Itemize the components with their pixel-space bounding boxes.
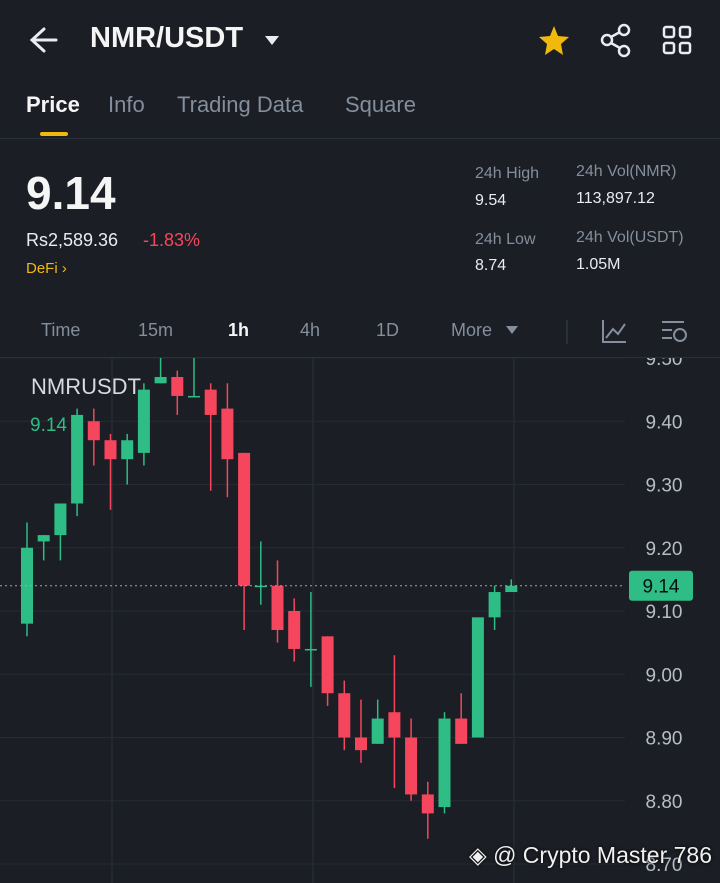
candle-body: [71, 414, 84, 504]
y-tick-label: 9.20: [646, 539, 683, 560]
candle-body: [321, 636, 334, 694]
y-tick-label: 9.50: [646, 358, 683, 370]
top-icons: [29, 23, 692, 58]
candle-body: [355, 737, 367, 751]
candle-body: [455, 718, 468, 744]
interval[interactable]: More: [451, 320, 493, 340]
share-icon[interactable]: [600, 23, 631, 58]
tab[interactable]: Square: [345, 92, 416, 117]
candle-body: [121, 440, 134, 460]
indicator-icon[interactable]: [602, 320, 626, 343]
last-price: 9.14: [26, 167, 116, 219]
stat-label: 24h Low: [475, 231, 536, 248]
current-price-tag: [629, 570, 693, 601]
candle-body: [388, 712, 401, 738]
price-change: -1.83%: [143, 230, 201, 250]
candle-body: [137, 389, 150, 453]
candle-body: [254, 585, 267, 588]
current-price-label: 9.14: [643, 577, 680, 598]
candle-body: [271, 585, 284, 630]
settings-icon[interactable]: [662, 321, 687, 342]
back-icon[interactable]: [29, 27, 58, 53]
candle-body: [238, 452, 251, 586]
candle-body: [104, 440, 117, 460]
y-tick-label: 9.00: [646, 665, 683, 686]
tag-text[interactable]: DeFi: [26, 260, 58, 277]
star-icon[interactable]: [539, 26, 569, 55]
interval[interactable]: 15m: [138, 320, 174, 340]
candlestick-chart: 8.70 8.80 8.90 9.00 9.10 9.20 9.30 9.40 9.50 9.1…: [0, 358, 693, 883]
interval[interactable]: 4h: [300, 320, 321, 340]
tab[interactable]: Price: [26, 92, 80, 117]
time-grid: [111, 358, 515, 883]
y-tick-label: 9.10: [646, 602, 683, 623]
y-tick-label: 8.70: [646, 855, 683, 876]
candle-body: [421, 794, 434, 814]
tab[interactable]: Info: [108, 92, 145, 117]
y-tick-label: 8.90: [646, 729, 683, 750]
candle-body: [37, 535, 50, 542]
candle-body: [304, 648, 317, 651]
candle-body: [371, 718, 384, 744]
chart-tools: [506, 320, 687, 344]
candle-body: [204, 389, 217, 415]
candle-body: [54, 503, 67, 536]
watermark: ◈ @ Crypto Master 786: [468, 842, 712, 868]
candle-body: [488, 592, 501, 618]
stat-label: 24h Vol(USDT): [576, 229, 684, 246]
candle-body: [188, 395, 200, 398]
candle-body: [338, 693, 351, 738]
more-arrow[interactable]: [506, 326, 518, 334]
interval[interactable]: 1D: [376, 320, 400, 340]
candle-body: [471, 617, 484, 738]
interval[interactable]: Time: [41, 320, 81, 340]
stat-value: 9.54: [475, 192, 507, 209]
y-tick-label: 8.80: [646, 792, 683, 813]
legend-price: 9.14: [30, 415, 67, 436]
candle-body: [171, 376, 184, 396]
dropdown-icon[interactable]: [265, 36, 279, 45]
candle-body: [221, 408, 234, 460]
separator: [0, 138, 720, 139]
candle-body: [288, 611, 301, 649]
candle-body: [405, 737, 418, 795]
stat-value: 8.74: [475, 257, 507, 274]
watermark-text: @ Crypto Master 786: [493, 842, 712, 868]
category-tag[interactable]: DeFi ›: [26, 260, 67, 277]
tab-underline: [40, 132, 68, 136]
grid-icon[interactable]: [662, 25, 692, 55]
stat-value: 113,897.12: [576, 190, 655, 207]
candle-body: [438, 718, 451, 808]
y-tick-label: 9.30: [646, 476, 683, 497]
interval[interactable]: 1h: [228, 320, 250, 340]
fiat-price: Rs2,589.36: [26, 230, 119, 250]
candle-body: [87, 421, 100, 441]
y-tick-label: 9.40: [646, 412, 683, 433]
stat-label: 24h Vol(NMR): [576, 163, 677, 180]
chart-symbol: NMRUSDT: [31, 374, 141, 399]
stat-value: 1.05M: [576, 256, 621, 273]
candle-body: [154, 376, 167, 384]
stat-label: 24h High: [475, 165, 540, 182]
pair-title[interactable]: NMR/USDT: [90, 22, 244, 54]
tab[interactable]: Trading Data: [177, 92, 304, 117]
candle-body: [505, 585, 518, 593]
